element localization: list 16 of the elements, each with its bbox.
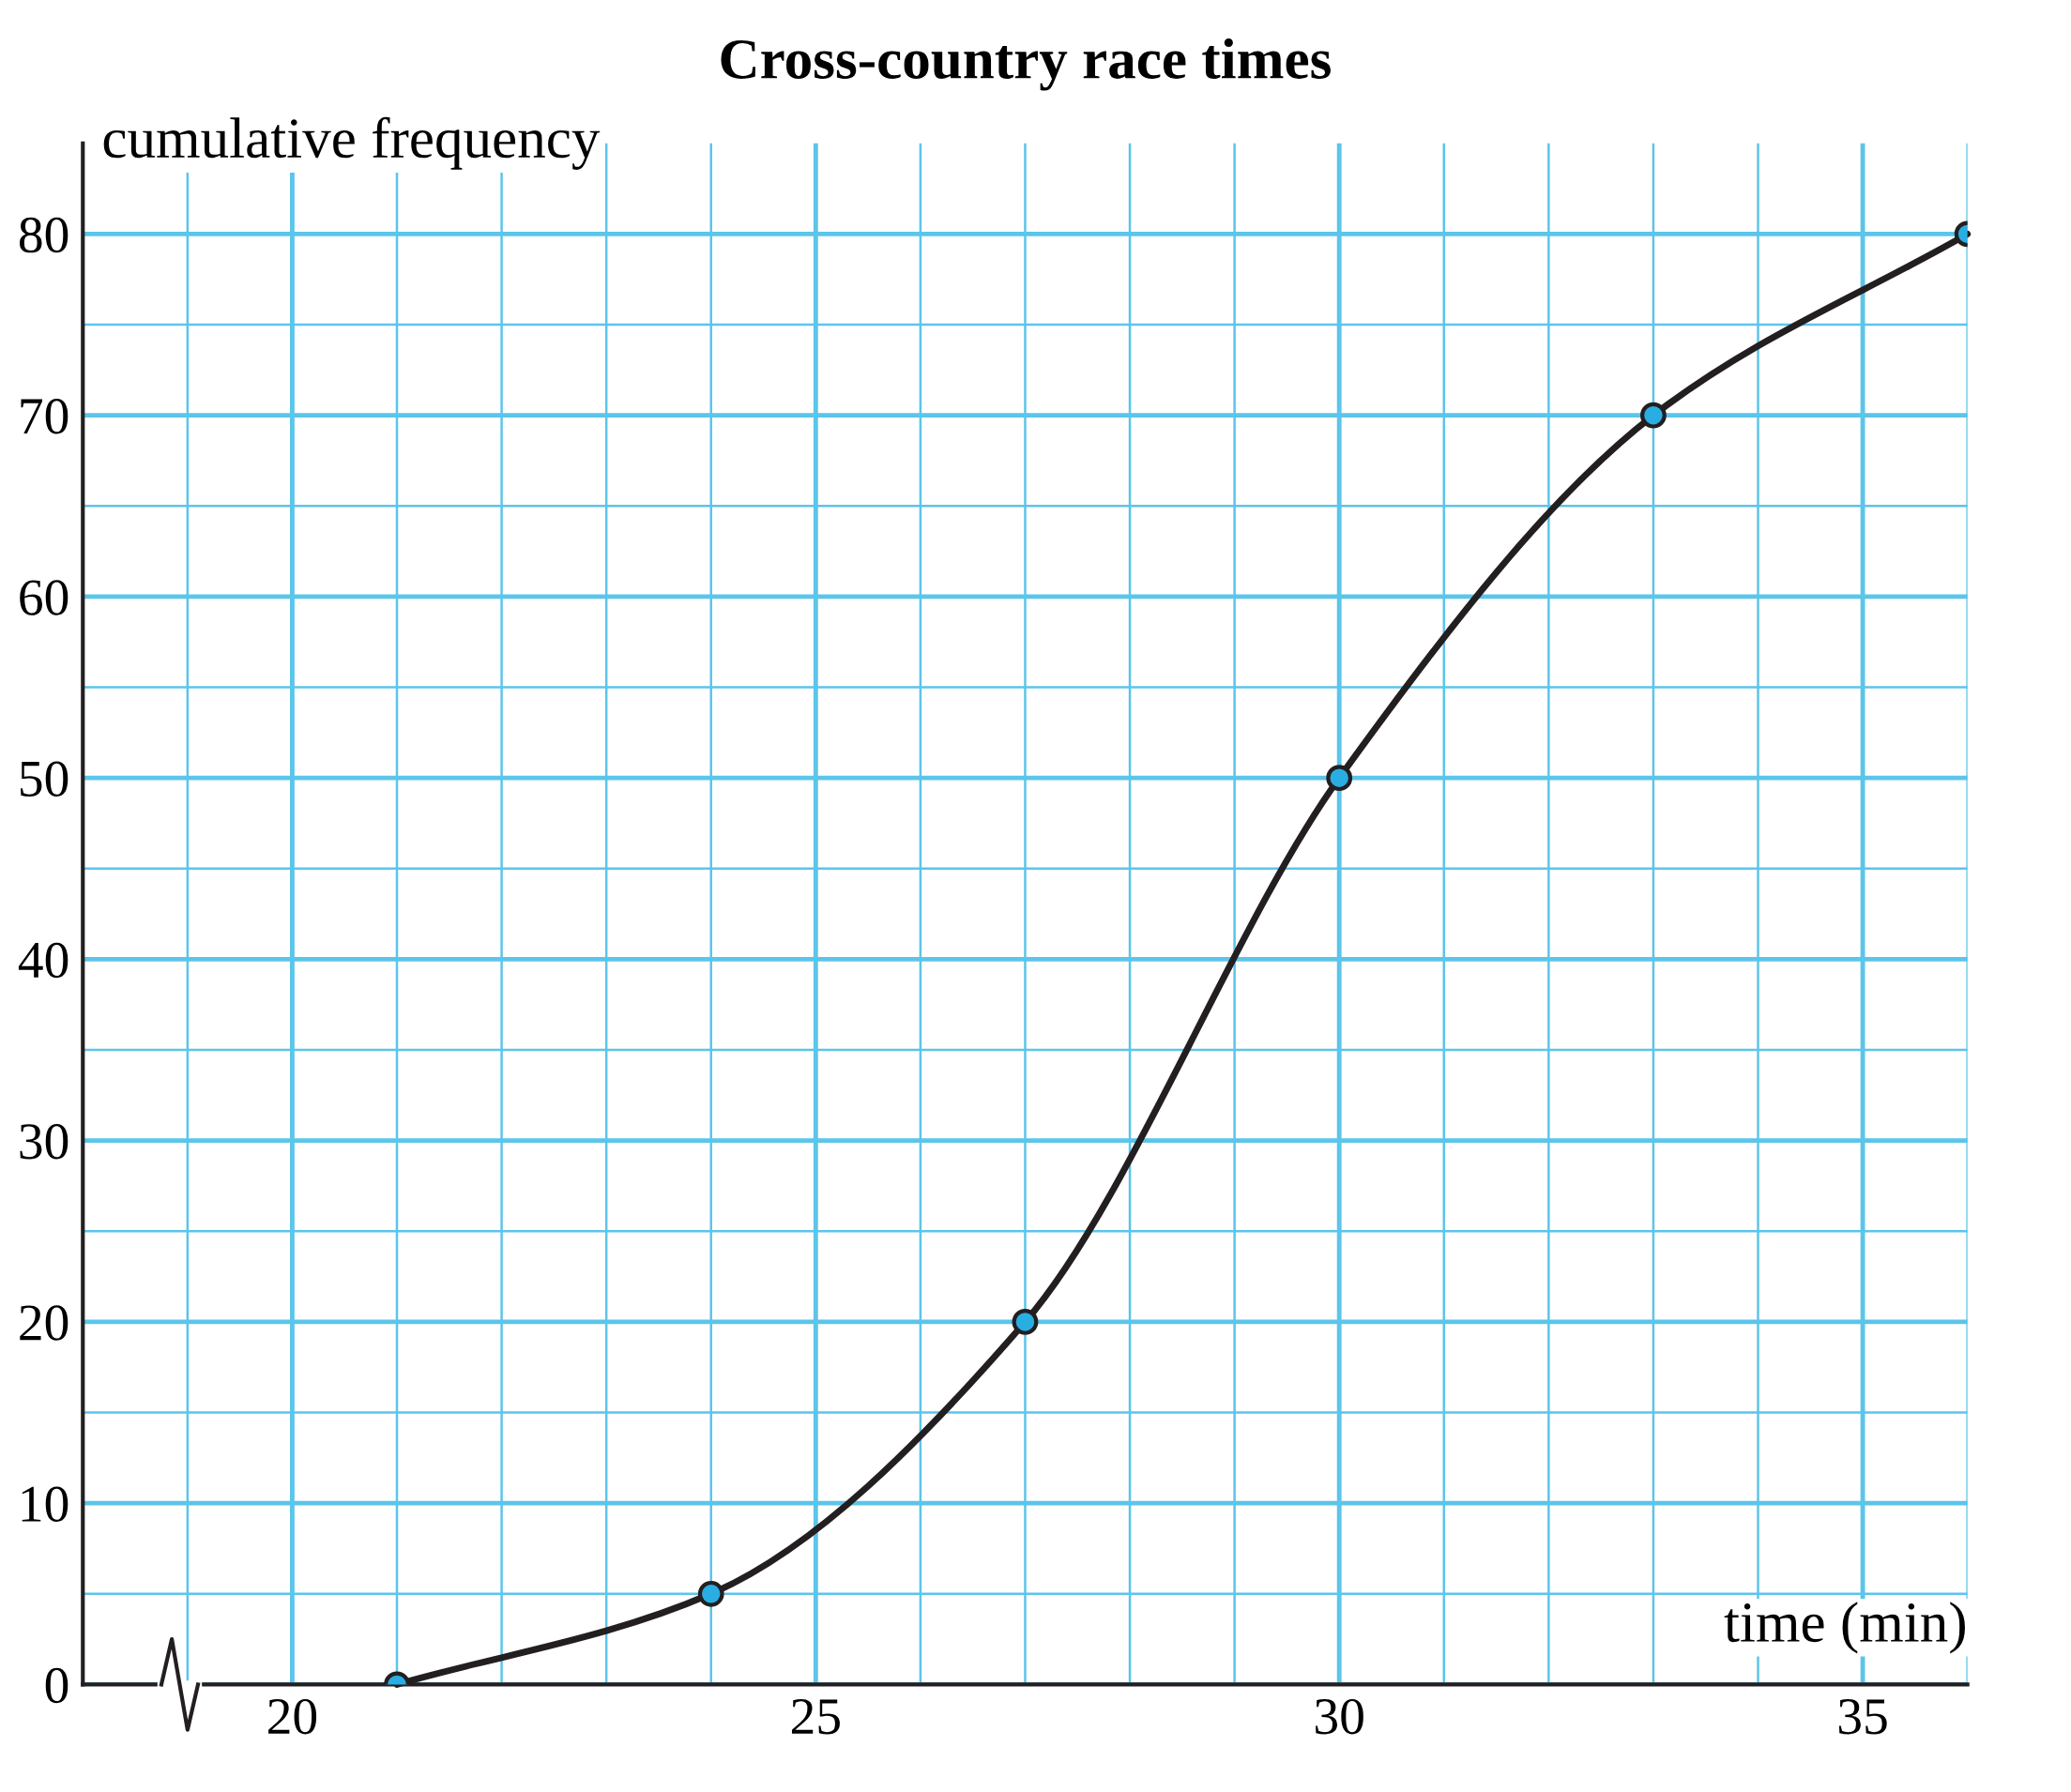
x-tick-label: 30 [1316,1698,1363,1735]
x-tick-label: 25 [791,1699,840,1735]
chart-title: Cross-country race times [721,38,1331,91]
x-tick-label: 35 [1838,1699,1887,1735]
y-tick-label: 50 [21,761,69,797]
y-tick-label: 70 [21,399,69,434]
x-axis-title: time (min) [1724,1602,1965,1654]
y-tick-label: 60 [20,580,69,615]
y-tick-label: 20 [20,1305,69,1341]
y-axis-title: cumulative frequency [103,116,601,170]
y-tick-label: 80 [19,217,69,253]
y-tick-label: 30 [20,1123,69,1160]
y-tick-label: 40 [18,942,69,979]
y-tick-label: 0 [45,1667,69,1704]
x-tick-label: 20 [268,1698,317,1735]
y-tick-label: 10 [22,1486,69,1522]
